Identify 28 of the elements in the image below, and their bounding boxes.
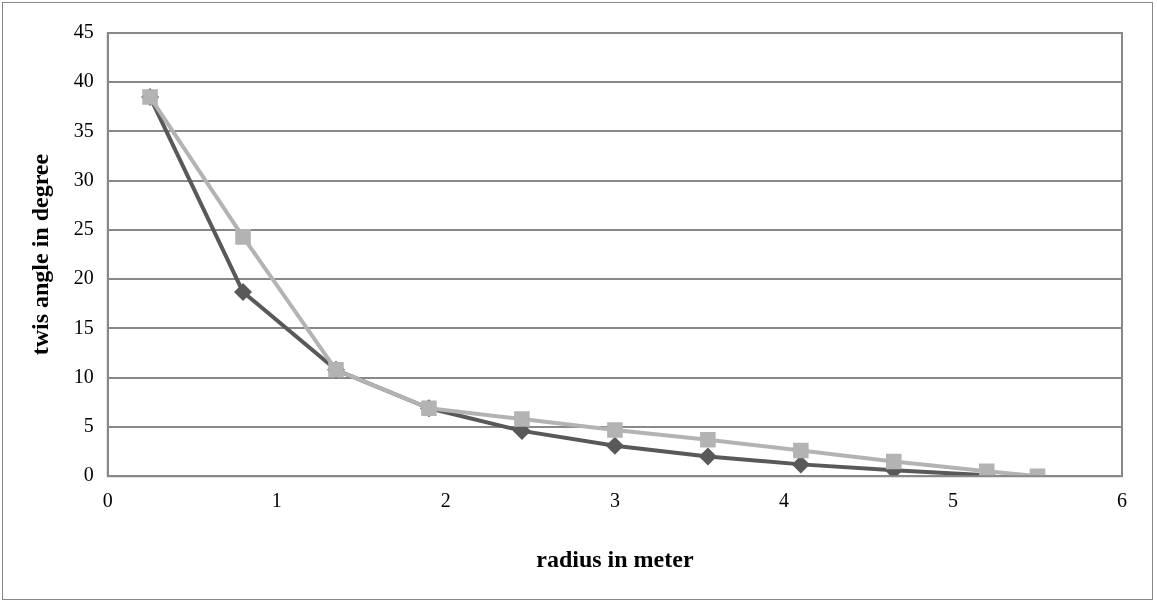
point: [886, 453, 902, 470]
x-tick-label: 5: [947, 489, 958, 512]
y-tick-label: 0: [83, 463, 94, 486]
y-tick-label: 30: [73, 167, 94, 190]
y-tick-label: 20: [73, 266, 94, 289]
x-tick-label: 0: [102, 489, 113, 512]
x-tick-label: 6: [1117, 489, 1127, 512]
y-tick-label: 5: [83, 414, 94, 437]
y-tick-label: 35: [73, 118, 94, 141]
x-tick-label: 1: [271, 489, 282, 512]
x-tick-label: 3: [609, 489, 620, 512]
y-tick-label: 15: [73, 315, 94, 338]
y-tick-label: 40: [73, 69, 94, 92]
point: [605, 436, 624, 455]
y-tick-label: 45: [73, 20, 94, 43]
point: [700, 431, 716, 448]
point: [793, 442, 809, 459]
y-tick-label: 10: [73, 364, 94, 387]
point: [235, 229, 251, 245]
point: [698, 447, 717, 466]
y-tick-label: 25: [73, 217, 94, 240]
y-axis-title: twis angle in degree: [26, 153, 53, 356]
point: [607, 422, 623, 438]
x-tick-label: 2: [440, 489, 451, 512]
x-axis-title: radius in meter: [536, 545, 694, 572]
point: [514, 411, 530, 427]
x-tick-label: 4: [778, 489, 789, 512]
point: [234, 283, 253, 302]
